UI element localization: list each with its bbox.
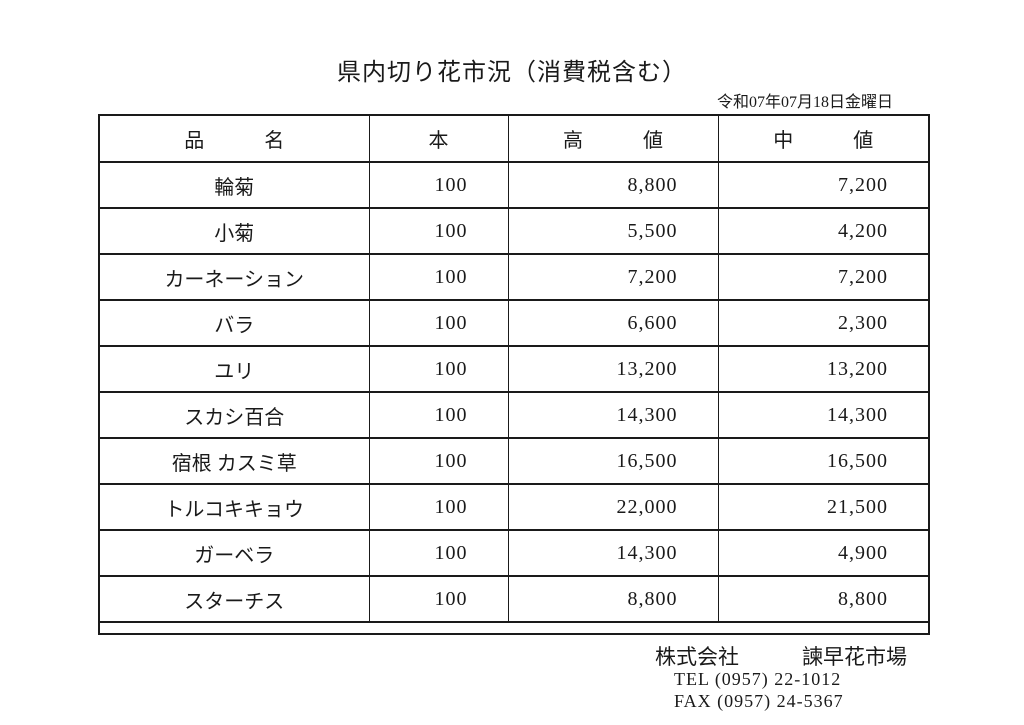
item-name-cell: スターチス — [98, 575, 370, 623]
tel-label: TEL (0957) 22-1012 — [674, 669, 842, 689]
high-price-cell: 14,300 — [507, 529, 719, 577]
quantity-cell: 100 — [368, 483, 509, 531]
quantity-cell: 100 — [368, 391, 509, 439]
high-price-cell: 6,600 — [507, 299, 719, 347]
table-row: ガーベラ 100 14,300 4,900 — [98, 529, 930, 577]
mid-price-cell: 2,300 — [717, 299, 930, 347]
item-name-cell: 小菊 — [98, 207, 370, 255]
mid-price-cell: 7,200 — [717, 161, 930, 209]
high-price-cell: 13,200 — [507, 345, 719, 393]
high-price-cell: 8,800 — [507, 161, 719, 209]
item-name-cell: ユリ — [98, 345, 370, 393]
mid-price-cell: 4,900 — [717, 529, 930, 577]
table-row: スカシ百合 100 14,300 14,300 — [98, 391, 930, 439]
table-header-row: 品 名 本 高 値 中 値 — [98, 114, 930, 163]
item-name-cell: 宿根 カスミ草 — [98, 437, 370, 485]
quantity-cell: 100 — [368, 299, 509, 347]
high-price-cell: 8,800 — [507, 575, 719, 623]
header-quantity: 本 — [368, 114, 509, 163]
mid-price-cell: 13,200 — [717, 345, 930, 393]
table-row: 宿根 カスミ草 100 16,500 16,500 — [98, 437, 930, 485]
quantity-cell: 100 — [368, 345, 509, 393]
table-row: 輪菊 100 8,800 7,200 — [98, 161, 930, 209]
quantity-cell: 100 — [368, 253, 509, 301]
high-price-cell: 22,000 — [507, 483, 719, 531]
mid-price-cell: 7,200 — [717, 253, 930, 301]
table-bottom-spacer — [99, 622, 929, 634]
item-name-cell: ガーベラ — [98, 529, 370, 577]
market-price-table: 品 名 本 高 値 中 値 輪菊 100 8,800 7,200 小菊 100 … — [98, 114, 930, 635]
header-high-price: 高 値 — [507, 114, 719, 163]
fax-label: FAX (0957) 24-5367 — [674, 691, 844, 711]
item-name-cell: スカシ百合 — [98, 391, 370, 439]
item-name-cell: トルコキキョウ — [98, 483, 370, 531]
mid-price-cell: 4,200 — [717, 207, 930, 255]
mid-price-cell: 14,300 — [717, 391, 930, 439]
company-name: 株式会社 諫早花市場 — [655, 645, 907, 669]
high-price-cell: 5,500 — [507, 207, 719, 255]
quantity-cell: 100 — [368, 529, 509, 577]
high-price-cell: 7,200 — [507, 253, 719, 301]
quantity-cell: 100 — [368, 575, 509, 623]
item-name-cell: 輪菊 — [98, 161, 370, 209]
high-price-cell: 14,300 — [507, 391, 719, 439]
header-item-name: 品 名 — [98, 114, 370, 163]
mid-price-cell: 16,500 — [717, 437, 930, 485]
header-mid-price: 中 値 — [717, 114, 930, 163]
table-row: ユリ 100 13,200 13,200 — [98, 345, 930, 393]
mid-price-cell: 21,500 — [717, 483, 930, 531]
mid-price-cell: 8,800 — [717, 575, 930, 623]
page-title: 県内切り花市況（消費税含む） — [337, 60, 687, 86]
table-row: カーネーション 100 7,200 7,200 — [98, 253, 930, 301]
quantity-cell: 100 — [368, 207, 509, 255]
quantity-cell: 100 — [368, 161, 509, 209]
quantity-cell: 100 — [368, 437, 509, 485]
date-label: 令和07年07月18日金曜日 — [716, 94, 893, 111]
table-row: バラ 100 6,600 2,300 — [98, 299, 930, 347]
table-row: トルコキキョウ 100 22,000 21,500 — [98, 483, 930, 531]
table-row: スターチス 100 8,800 8,800 — [98, 575, 930, 623]
high-price-cell: 16,500 — [507, 437, 719, 485]
item-name-cell: カーネーション — [98, 253, 370, 301]
item-name-cell: バラ — [98, 299, 370, 347]
table-row: 小菊 100 5,500 4,200 — [98, 207, 930, 255]
